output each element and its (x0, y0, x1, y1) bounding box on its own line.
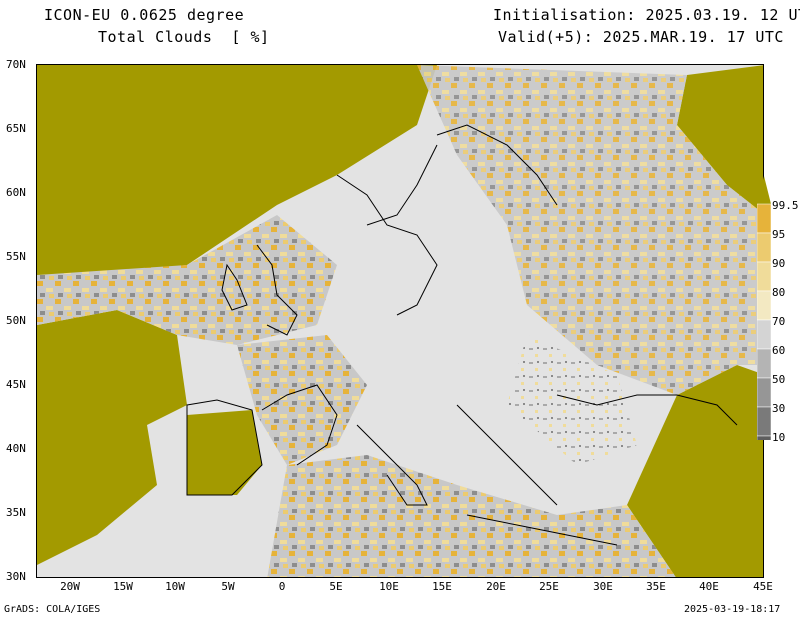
init-time: Initialisation: 2025.03.19. 12 UTC (493, 6, 800, 24)
lon-label: 10E (379, 580, 399, 593)
model-title: ICON-EU 0.0625 degree (44, 6, 245, 24)
lat-label: 50N (6, 314, 26, 327)
lon-label: 10W (165, 580, 185, 593)
lat-label: 40N (6, 442, 26, 455)
lat-label: 35N (6, 506, 26, 519)
lon-label: 0 (278, 580, 286, 593)
lon-label: 25E (539, 580, 559, 593)
field-title: Total Clouds [ %] (98, 28, 270, 46)
lat-label: 60N (6, 186, 26, 199)
footer-timestamp: 2025-03-19-18:17 (684, 604, 781, 615)
lon-label: 5W (221, 580, 235, 593)
lat-label: 45N (6, 378, 26, 391)
coastlines (186, 124, 738, 546)
lon-label: 20W (60, 580, 80, 593)
lon-label: 45E (753, 580, 773, 593)
colorbar-swatch (757, 348, 771, 379)
cloud-cover-map (36, 64, 764, 578)
lon-label: 15E (432, 580, 452, 593)
colorbar-label: 30 (772, 402, 786, 415)
colorbar-label: 60 (772, 344, 786, 357)
colorbar-label: 80 (772, 286, 786, 299)
colorbar (757, 176, 771, 440)
lon-label: 30E (593, 580, 613, 593)
lat-label: 70N (6, 58, 26, 71)
colorbar-label: 95 (772, 228, 786, 241)
lon-label: 15W (113, 580, 133, 593)
colorbar-label: 50 (772, 373, 786, 386)
lon-label: 35E (646, 580, 666, 593)
colorbar-label: 99.5 (772, 199, 799, 212)
colorbar-swatch (757, 290, 771, 321)
colorbar-swatch (757, 406, 771, 437)
colorbar-swatch (757, 377, 771, 408)
map-canvas (37, 65, 763, 577)
lat-label: 55N (6, 250, 26, 263)
colorbar-label: 90 (772, 257, 786, 270)
lat-label: 30N (6, 570, 26, 583)
colorbar-swatch (757, 261, 771, 292)
colorbar-label: 70 (772, 315, 786, 328)
colorbar-swatch (757, 435, 771, 440)
colorbar-arrow (757, 176, 771, 204)
valid-time: Valid(+5): 2025.MAR.19. 17 UTC (498, 28, 784, 46)
lon-label: 5E (329, 580, 343, 593)
lon-label: 40E (699, 580, 719, 593)
footer-credit: GrADS: COLA/IGES (4, 604, 101, 615)
colorbar-swatch (757, 319, 771, 350)
lon-label: 20E (486, 580, 506, 593)
lat-label: 65N (6, 122, 26, 135)
colorbar-swatch (757, 203, 771, 234)
colorbar-label: 10 (772, 431, 786, 444)
colorbar-swatch (757, 232, 771, 263)
